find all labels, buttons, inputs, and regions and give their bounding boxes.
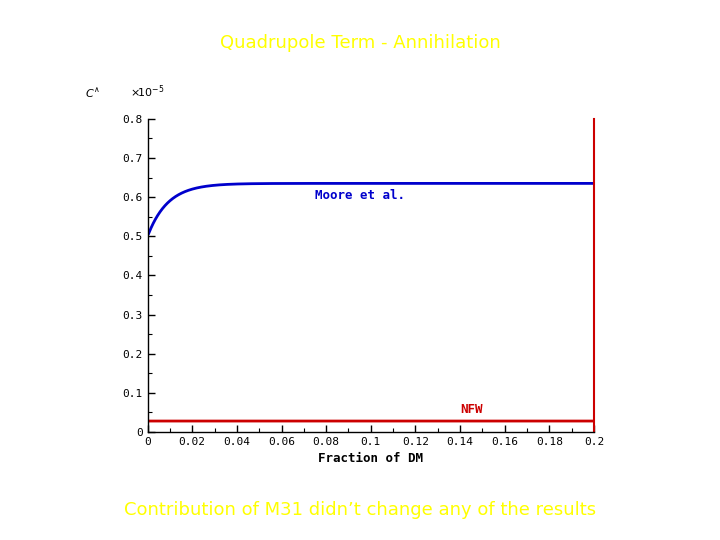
- Text: $\times\!10^{-5}$: $\times\!10^{-5}$: [130, 83, 164, 100]
- X-axis label: Fraction of DM: Fraction of DM: [318, 453, 423, 465]
- Text: Contribution of M31 didn’t change any of the results: Contribution of M31 didn’t change any of…: [124, 501, 596, 519]
- Text: Quadrupole Term - Annihilation: Quadrupole Term - Annihilation: [220, 34, 500, 52]
- Text: NFW: NFW: [460, 403, 482, 416]
- Text: Moore et al.: Moore et al.: [315, 189, 405, 202]
- Text: $C^{\wedge}$: $C^{\wedge}$: [85, 87, 100, 100]
